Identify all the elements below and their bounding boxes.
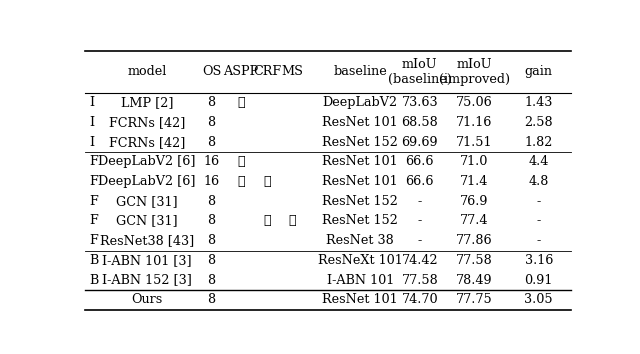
Text: I: I (89, 96, 94, 109)
Text: 77.58: 77.58 (401, 274, 438, 286)
Text: DeepLabV2 [6]: DeepLabV2 [6] (98, 155, 196, 169)
Text: 0.91: 0.91 (525, 274, 553, 286)
Text: 8: 8 (207, 215, 216, 228)
Text: ASPP: ASPP (223, 65, 259, 78)
Text: mIoU
(improved): mIoU (improved) (439, 58, 510, 86)
Text: 1.43: 1.43 (525, 96, 553, 109)
Text: LMP [2]: LMP [2] (121, 96, 173, 109)
Text: ResNet 38: ResNet 38 (326, 234, 394, 247)
Text: 71.4: 71.4 (460, 175, 488, 188)
Text: -: - (418, 234, 422, 247)
Text: ✓: ✓ (237, 155, 245, 169)
Text: 8: 8 (207, 234, 216, 247)
Text: ResNet 152: ResNet 152 (323, 215, 398, 228)
Text: model: model (127, 65, 166, 78)
Text: ResNet 101: ResNet 101 (323, 155, 398, 169)
Text: DeepLabV2 [6]: DeepLabV2 [6] (98, 175, 196, 188)
Text: 78.49: 78.49 (456, 274, 493, 286)
Text: 8: 8 (207, 116, 216, 129)
Text: 16: 16 (204, 175, 220, 188)
Text: 71.0: 71.0 (460, 155, 488, 169)
Text: 75.06: 75.06 (456, 96, 493, 109)
Text: Ours: Ours (131, 293, 163, 306)
Text: DeepLabV2: DeepLabV2 (323, 96, 398, 109)
Text: OS: OS (202, 65, 221, 78)
Text: -: - (418, 215, 422, 228)
Text: 71.51: 71.51 (456, 136, 493, 149)
Text: ✓: ✓ (264, 215, 271, 228)
Text: 2.58: 2.58 (525, 116, 553, 129)
Text: 77.75: 77.75 (456, 293, 493, 306)
Text: ResNet 101: ResNet 101 (323, 116, 398, 129)
Text: 71.16: 71.16 (456, 116, 493, 129)
Text: 4.8: 4.8 (529, 175, 549, 188)
Text: -: - (418, 195, 422, 208)
Text: 8: 8 (207, 254, 216, 267)
Text: ResNet 101: ResNet 101 (323, 293, 398, 306)
Text: 8: 8 (207, 293, 216, 306)
Text: ResNet 152: ResNet 152 (323, 195, 398, 208)
Text: 66.6: 66.6 (406, 155, 434, 169)
Text: -: - (537, 215, 541, 228)
Text: F: F (89, 175, 98, 188)
Text: FCRNs [42]: FCRNs [42] (109, 136, 185, 149)
Text: 8: 8 (207, 96, 216, 109)
Text: 77.4: 77.4 (460, 215, 488, 228)
Text: 8: 8 (207, 136, 216, 149)
Text: I-ABN 101 [3]: I-ABN 101 [3] (102, 254, 192, 267)
Text: gain: gain (525, 65, 553, 78)
Text: 3.16: 3.16 (525, 254, 553, 267)
Text: 8: 8 (207, 195, 216, 208)
Text: 4.4: 4.4 (529, 155, 549, 169)
Text: 69.69: 69.69 (401, 136, 438, 149)
Text: ✓: ✓ (237, 96, 245, 109)
Text: GCN [31]: GCN [31] (116, 215, 178, 228)
Text: GCN [31]: GCN [31] (116, 195, 178, 208)
Text: MS: MS (282, 65, 303, 78)
Text: 74.42: 74.42 (401, 254, 438, 267)
Text: 1.82: 1.82 (525, 136, 553, 149)
Text: ResNeXt 101: ResNeXt 101 (318, 254, 403, 267)
Text: mIoU
(baseline): mIoU (baseline) (388, 58, 452, 86)
Text: F: F (89, 155, 98, 169)
Text: 73.63: 73.63 (401, 96, 438, 109)
Text: ResNet 152: ResNet 152 (323, 136, 398, 149)
Text: F: F (89, 195, 98, 208)
Text: 74.70: 74.70 (401, 293, 438, 306)
Text: 76.9: 76.9 (460, 195, 488, 208)
Text: FCRNs [42]: FCRNs [42] (109, 116, 185, 129)
Text: ResNet38 [43]: ResNet38 [43] (100, 234, 194, 247)
Text: 68.58: 68.58 (401, 116, 438, 129)
Text: 8: 8 (207, 274, 216, 286)
Text: 77.58: 77.58 (456, 254, 493, 267)
Text: B: B (89, 254, 98, 267)
Text: ✓: ✓ (237, 175, 245, 188)
Text: ✓: ✓ (264, 175, 271, 188)
Text: baseline: baseline (333, 65, 387, 78)
Text: CRF: CRF (253, 65, 282, 78)
Text: 66.6: 66.6 (406, 175, 434, 188)
Text: I: I (89, 136, 94, 149)
Text: B: B (89, 274, 98, 286)
Text: 16: 16 (204, 155, 220, 169)
Text: ✓: ✓ (289, 215, 296, 228)
Text: 77.86: 77.86 (456, 234, 493, 247)
Text: I: I (89, 116, 94, 129)
Text: F: F (89, 215, 98, 228)
Text: I-ABN 152 [3]: I-ABN 152 [3] (102, 274, 192, 286)
Text: F: F (89, 234, 98, 247)
Text: ResNet 101: ResNet 101 (323, 175, 398, 188)
Text: -: - (537, 234, 541, 247)
Text: I-ABN 101: I-ABN 101 (326, 274, 394, 286)
Text: -: - (537, 195, 541, 208)
Text: 3.05: 3.05 (525, 293, 553, 306)
